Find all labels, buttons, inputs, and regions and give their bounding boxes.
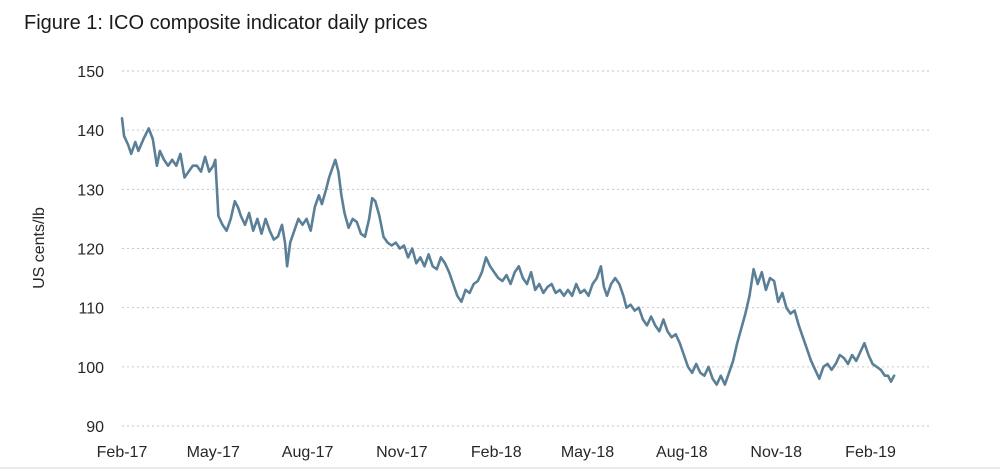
y-tick-label: 100	[77, 360, 104, 377]
x-tick-label: May-17	[187, 444, 240, 461]
x-tick-label: Nov-18	[750, 444, 802, 461]
x-tick-label: Feb-19	[845, 444, 896, 461]
y-tick-label: 150	[77, 64, 104, 81]
series-layer	[120, 117, 896, 386]
series-line	[120, 117, 896, 386]
x-tick-label: Aug-18	[656, 444, 708, 461]
y-tick-label: 120	[77, 242, 104, 259]
y-axis-tick-labels: 90 100 110 120 130 140 150	[77, 64, 104, 436]
x-tick-label: Nov-17	[376, 444, 428, 461]
y-tick-label: 130	[77, 182, 104, 199]
gridlines	[122, 70, 930, 427]
x-tick-label: May-18	[561, 444, 614, 461]
x-axis-tick-labels: Feb-17 May-17 Aug-17 Nov-17 Feb-18 May-18 Aug-…	[97, 444, 896, 461]
x-tick-label: Feb-18	[471, 444, 522, 461]
x-tick-label: Aug-17	[282, 444, 334, 461]
chart-title: Figure 1: ICO composite indicator daily …	[24, 12, 428, 34]
x-tick-label: Feb-17	[97, 444, 148, 461]
y-tick-label: 90	[86, 419, 104, 436]
y-tick-label: 140	[77, 123, 104, 140]
y-axis-title: US cents/lb	[31, 207, 48, 289]
y-tick-label: 110	[78, 301, 104, 318]
